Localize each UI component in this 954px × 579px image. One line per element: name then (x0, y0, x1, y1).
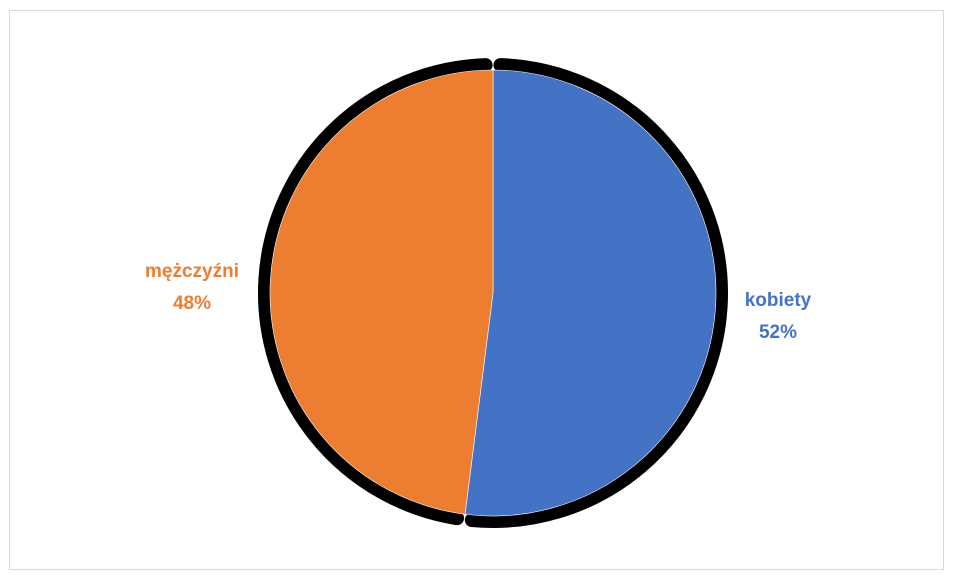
pie-label-percent-0: 52% (759, 322, 797, 343)
pie-label-name-1: mężczyźni (145, 261, 239, 282)
pie-label-percent-1: 48% (173, 293, 211, 314)
pie-slice-1 (269, 69, 494, 515)
pie-label-0: kobiety 52% (745, 290, 812, 343)
pie-slice-0 (464, 69, 717, 517)
pie-label-1: mężczyźni 48% (145, 261, 239, 314)
pie-slices (269, 69, 717, 517)
pie-outline-layer (258, 58, 728, 528)
slice-outline-0 (464, 58, 728, 528)
pie-label-name-0: kobiety (745, 290, 812, 311)
slice-outline-1 (258, 58, 493, 526)
pie-labels: kobiety 52% mężczyźni 48% (145, 261, 812, 343)
